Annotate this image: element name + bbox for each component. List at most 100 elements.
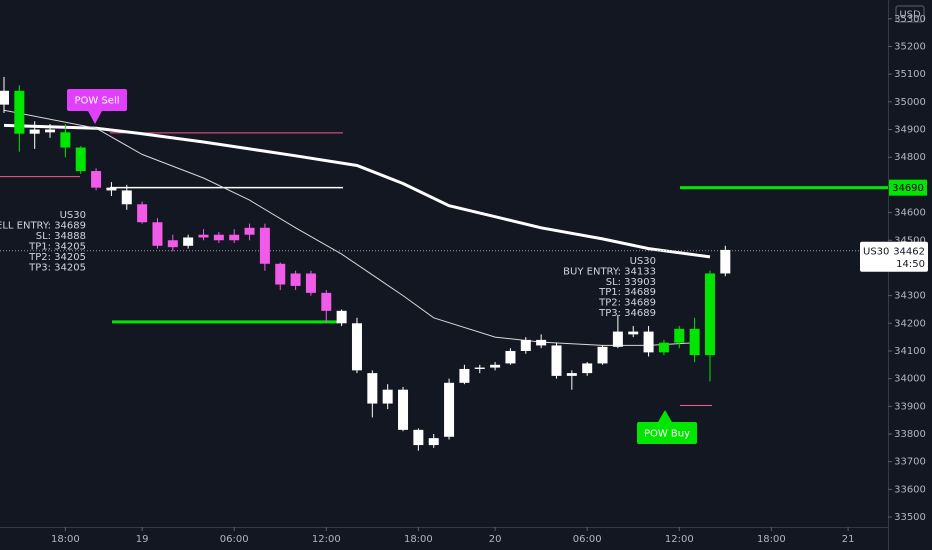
candle-body [14,90,25,134]
sell-info-line: US30 [60,210,86,221]
candle-body [229,234,240,241]
y-tick-label: 33700 [894,457,926,468]
buy-info-line: TP1: 34689 [598,287,656,298]
buy-info-line: TP2: 34689 [598,298,656,309]
candle-body [413,429,424,446]
x-tick-label: 18:00 [757,534,786,545]
candle-body [490,364,501,368]
x-tick-label: 12:00 [312,534,341,545]
candle-body [75,147,86,172]
y-tick-label: 34600 [894,208,926,219]
sell-info-line: TP2: 34205 [28,252,86,263]
y-tick-label: 35300 [894,14,926,25]
y-tick-label: 35000 [894,97,926,108]
y-tick-label: 34200 [894,318,926,329]
candle-body [658,342,669,353]
y-tick-label: 34500 [894,235,926,246]
candle-body [275,263,286,285]
buy-info-line: TP3: 34689 [598,308,656,319]
x-tick-label: 21 [842,534,855,545]
candle-body [704,273,715,356]
candle-body [720,249,731,274]
x-tick-label: 19 [136,534,149,545]
candle-body [612,331,623,347]
price-tag-symbol: US30 [863,246,889,257]
y-tick-label: 34800 [894,152,926,163]
candle-body [459,368,470,383]
candle-body [674,328,685,343]
y-tick-label: 33600 [894,484,926,495]
x-tick-label: 12:00 [665,534,694,545]
x-tick-label: 06:00 [573,534,602,545]
sell-info-line: SELL ENTRY: 34689 [0,221,86,232]
candle-body [152,222,163,246]
sell-info-line: TP3: 34205 [28,263,86,274]
moving-average [3,123,711,259]
y-tick-label: 34300 [894,291,926,302]
candle-body [382,389,393,404]
candle-body [351,323,362,371]
buy-info-line: SL: 33903 [606,277,656,288]
currency-box [895,5,925,23]
y-tick-label: 34900 [894,125,926,136]
candle-body [582,363,593,374]
y-tick-label: 33800 [894,429,926,440]
y-tick-label: 33500 [894,512,926,523]
candle-body [290,273,301,286]
candle-body [336,310,347,324]
y-tick-label: 34100 [894,346,926,357]
candle-body [213,234,224,241]
candle-body [505,350,516,364]
candle-body [643,331,654,353]
candle-body [367,373,378,404]
y-tick-label: 35200 [894,42,926,53]
level-tag-label: 34690 [892,183,924,194]
candle-body [398,389,409,430]
candle-body [566,373,577,376]
price-tag [860,241,928,272]
sell-signal-label: POW Sell [74,96,119,107]
buy-info-line: US30 [630,256,656,267]
sell-signal-pointer [88,111,102,124]
buy-signal-box [637,422,697,444]
candle-body [597,346,608,364]
candle-body [106,187,117,191]
candle-body [474,367,485,369]
sell-signal-box [67,89,127,111]
x-tick-label: 18:00 [404,534,433,545]
y-tick-label: 34000 [894,374,926,385]
candle-body [520,339,531,351]
level-tag [889,179,927,196]
candle-body [244,227,255,235]
currency-label: USD [899,10,921,21]
candle-body [551,345,562,376]
x-tick-label: 18:00 [51,534,80,545]
x-tick-label: 20 [489,534,502,545]
candle-body [91,171,102,188]
buy-signal-label: POW Buy [644,429,690,440]
candle-body [167,240,178,248]
sell-info-line: TP1: 34205 [28,242,86,253]
candle-body [305,273,316,293]
candle-body [60,132,71,148]
candle-body [121,190,132,205]
sell-info-line: SL: 34888 [36,231,86,242]
candle-body [536,339,547,346]
y-tick-label: 33900 [894,401,926,412]
moving-average [3,109,695,346]
plot-area [0,76,888,451]
candle-body [45,129,56,133]
candle-body [259,227,270,264]
x-tick-label: 06:00 [220,534,249,545]
buy-signal-pointer [658,410,672,422]
candle-body [428,438,439,446]
y-tick-label: 35100 [894,69,926,80]
candle-body [628,331,639,335]
price-tag-value: 34462 [893,246,925,257]
candle-body [0,90,9,105]
candle-body [689,328,700,356]
candle-body [198,234,209,238]
